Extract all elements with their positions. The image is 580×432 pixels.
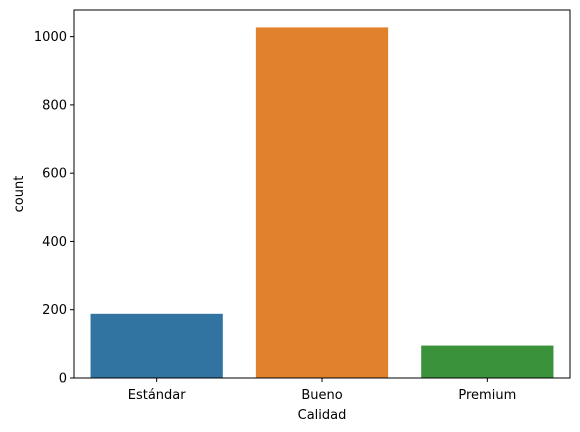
bar-0 [90,313,223,378]
y-axis: 0 200 400 600 800 1000 [34,30,74,387]
bar-2 [421,345,554,378]
y-axis-label: count [12,176,27,213]
y-tick-label: 600 [42,167,67,182]
x-tick-label: Bueno [301,388,342,403]
y-tick-label: 0 [59,372,67,387]
y-tick-label: 400 [42,235,67,250]
plot-frame [73,9,571,379]
bar-1 [255,27,389,378]
x-axis-label: Calidad [298,408,347,423]
y-tick-label: 800 [42,98,67,113]
y-tick-label: 200 [42,303,67,318]
x-tick-label: Premium [458,388,516,403]
bars-group [90,27,554,378]
y-tick-label: 1000 [34,30,67,45]
x-tick-label: Estándar [128,388,187,403]
x-axis: Estándar Bueno Premium [128,378,516,403]
